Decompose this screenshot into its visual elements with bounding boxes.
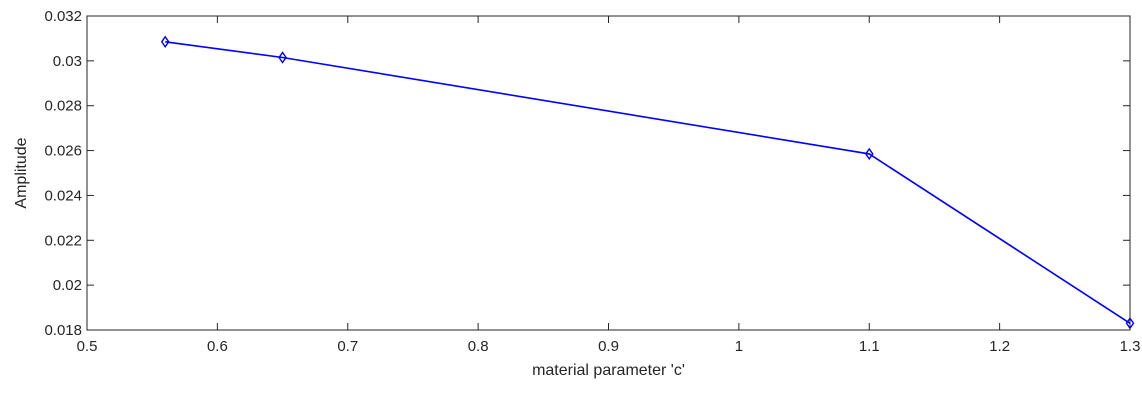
- y-tick-label: 0.026: [44, 143, 82, 160]
- data-point-marker: [278, 51, 287, 64]
- y-tick-label: 0.024: [44, 187, 82, 204]
- y-tick-label: 0.028: [44, 98, 82, 115]
- x-tick-label: 0.5: [77, 338, 98, 355]
- plot-area: [87, 16, 1130, 330]
- x-tick-label: 1.3: [1120, 338, 1141, 355]
- y-axis-label: Amplitude: [13, 137, 30, 208]
- x-tick-label: 0.6: [207, 338, 228, 355]
- axis-ticks: 0.5 0.6 0.7 0.8 0.9 1 1.1 1.2 1.3 0.018 0.02 0.022 0…: [44, 8, 1140, 355]
- x-tick-label: 0.7: [337, 338, 358, 355]
- y-tick-label: 0.022: [44, 232, 82, 249]
- data-point-marker: [864, 147, 874, 161]
- x-tick-label: 0.8: [468, 338, 489, 355]
- data-point-marker: [160, 35, 170, 49]
- series-line: [165, 40, 1131, 324]
- y-tick-label: 0.018: [44, 322, 82, 339]
- x-tick-label: 0.9: [598, 338, 619, 355]
- x-tick-label: 1.1: [859, 338, 880, 355]
- x-tick-label: 1: [735, 338, 743, 355]
- x-tick-label: 1.2: [989, 338, 1010, 355]
- y-tick-label: 0.032: [44, 8, 82, 25]
- x-axis-label: material parameter 'c': [532, 362, 685, 379]
- y-tick-label: 0.02: [53, 277, 82, 294]
- plot-frame: [86, 15, 1131, 331]
- y-tick-label: 0.03: [53, 53, 82, 70]
